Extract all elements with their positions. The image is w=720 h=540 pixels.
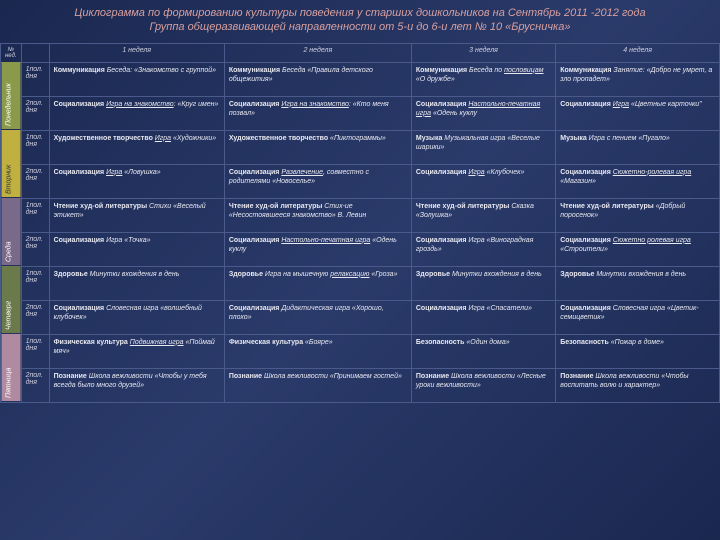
schedule-cell: Социализация Развлечение, совместно с ро… [224,164,411,198]
table-row: Четверг1пол. дняЗдоровье Минутки вхожден… [1,266,720,300]
day-header: Пятница [1,334,22,402]
schedule-cell: Безопасность «Пожар в доме» [556,334,720,368]
schedule-cell: Музыка Музыкальная игра «Веселые шарики» [411,130,555,164]
schedule-cell: Познание Школа вежливости «Лесные уроки … [411,368,555,402]
schedule-cell: Социализация Словесная игра «волшебный к… [49,300,224,334]
schedule-cell: Чтение худ-ой литературы Сказка «Золушка… [411,198,555,232]
corner-cell: № нед. [1,43,22,62]
schedule-cell: Физическая культура «Бояре» [224,334,411,368]
schedule-cell: Здоровье Игра на мышечную релаксацию «Гр… [224,266,411,300]
schedule-cell: Коммуникация Занятие: «Добро не умрет, а… [556,62,720,96]
schedule-cell: Социализация Игра на знакомство: «Круг и… [49,96,224,130]
table-row: 2пол. дняСоциализация Словесная игра «во… [1,300,720,334]
day-header: Четверг [1,266,22,334]
table-row: Понедельник1пол. дняКоммуникация Беседа:… [1,62,720,96]
schedule-cell: Коммуникация Беседа «Правила детского об… [224,62,411,96]
week-header-1: 1 неделя [49,43,224,62]
schedule-cell: Чтение худ-ой литературы «Добрый поросен… [556,198,720,232]
day-header: Среда [1,198,22,266]
page-title: Циклограмма по формированию культуры пов… [0,0,720,43]
schedule-table: № нед. 1 неделя 2 неделя 3 неделя 4 неде… [0,43,720,403]
table-row: 2пол. дняСоциализация Игра на знакомство… [1,96,720,130]
schedule-cell: Чтение худ-ой литературы Стих-ие «Несост… [224,198,411,232]
table-row: Среда1пол. дняЧтение худ-ой литературы С… [1,198,720,232]
schedule-cell: Художественное творчество Игра «Художник… [49,130,224,164]
table-row: 2пол. дняСоциализация Игра «Ловушка»Соци… [1,164,720,198]
schedule-cell: Физическая культура Подвижная игра «Пойм… [49,334,224,368]
schedule-cell: Социализация Игра «Точка» [49,232,224,266]
half-label: 1пол. дня [21,62,49,96]
half-header [21,43,49,62]
schedule-cell: Здоровье Минутки вхождения в день [411,266,555,300]
half-label: 1пол. дня [21,198,49,232]
schedule-cell: Здоровье Минутки вхождения в день [49,266,224,300]
schedule-cell: Социализация Сюжетно-ролевая игра «Магаз… [556,164,720,198]
schedule-cell: Чтение худ-ой литературы Стихи «Веселый … [49,198,224,232]
schedule-cell: Безопасность «Один дома» [411,334,555,368]
table-row: 2пол. дняСоциализация Игра «Точка»Социал… [1,232,720,266]
header-row: № нед. 1 неделя 2 неделя 3 неделя 4 неде… [1,43,720,62]
schedule-cell: Познание Школа вежливости «Принимаем гос… [224,368,411,402]
day-header: Вторник [1,130,22,198]
schedule-cell: Социализация Игра «Виноградная гроздь» [411,232,555,266]
title-line2: Группа общеразвивающей направленности от… [10,20,710,34]
table-row: Вторник1пол. дняХудожественное творчеств… [1,130,720,164]
half-label: 2пол. дня [21,368,49,402]
half-label: 1пол. дня [21,266,49,300]
schedule-cell: Социализация Словесная игра «Цветик-семи… [556,300,720,334]
half-label: 1пол. дня [21,334,49,368]
title-line1: Циклограмма по формированию культуры пов… [10,6,710,20]
day-header: Понедельник [1,62,22,130]
schedule-cell: Социализация Игра «Клубочек» [411,164,555,198]
week-header-2: 2 неделя [224,43,411,62]
schedule-cell: Социализация Настольно-печатная игра «Од… [411,96,555,130]
half-label: 2пол. дня [21,96,49,130]
schedule-cell: Социализация Игра «Цветные карточки" [556,96,720,130]
schedule-cell: Музыка Игра с пением «Пугало» [556,130,720,164]
table-row: Пятница1пол. дняФизическая культура Подв… [1,334,720,368]
schedule-cell: Социализация Сюжетно ролевая игра «Строи… [556,232,720,266]
schedule-cell: Коммуникация Беседа по пословицам «О дру… [411,62,555,96]
week-header-4: 4 неделя [556,43,720,62]
schedule-cell: Социализация Игра «Ловушка» [49,164,224,198]
schedule-cell: Познание Школа вежливости «Чтобы у тебя … [49,368,224,402]
schedule-cell: Художественное творчество «Пиктограммы» [224,130,411,164]
schedule-cell: Социализация Дидактическая игра «Хорошо,… [224,300,411,334]
half-label: 2пол. дня [21,164,49,198]
half-label: 2пол. дня [21,232,49,266]
week-header-3: 3 неделя [411,43,555,62]
table-row: 2пол. дняПознание Школа вежливости «Чтоб… [1,368,720,402]
half-label: 1пол. дня [21,130,49,164]
schedule-cell: Социализация Игра на знакомство: «Кто ме… [224,96,411,130]
schedule-cell: Социализация Игра «Спасатели» [411,300,555,334]
schedule-cell: Познание Школа вежливости «Чтобы воспита… [556,368,720,402]
schedule-cell: Коммуникация Беседа: «Знакомство с групп… [49,62,224,96]
schedule-cell: Здоровье Минутки вхождения в день [556,266,720,300]
schedule-cell: Социализация Настольно-печатная игра «Од… [224,232,411,266]
half-label: 2пол. дня [21,300,49,334]
